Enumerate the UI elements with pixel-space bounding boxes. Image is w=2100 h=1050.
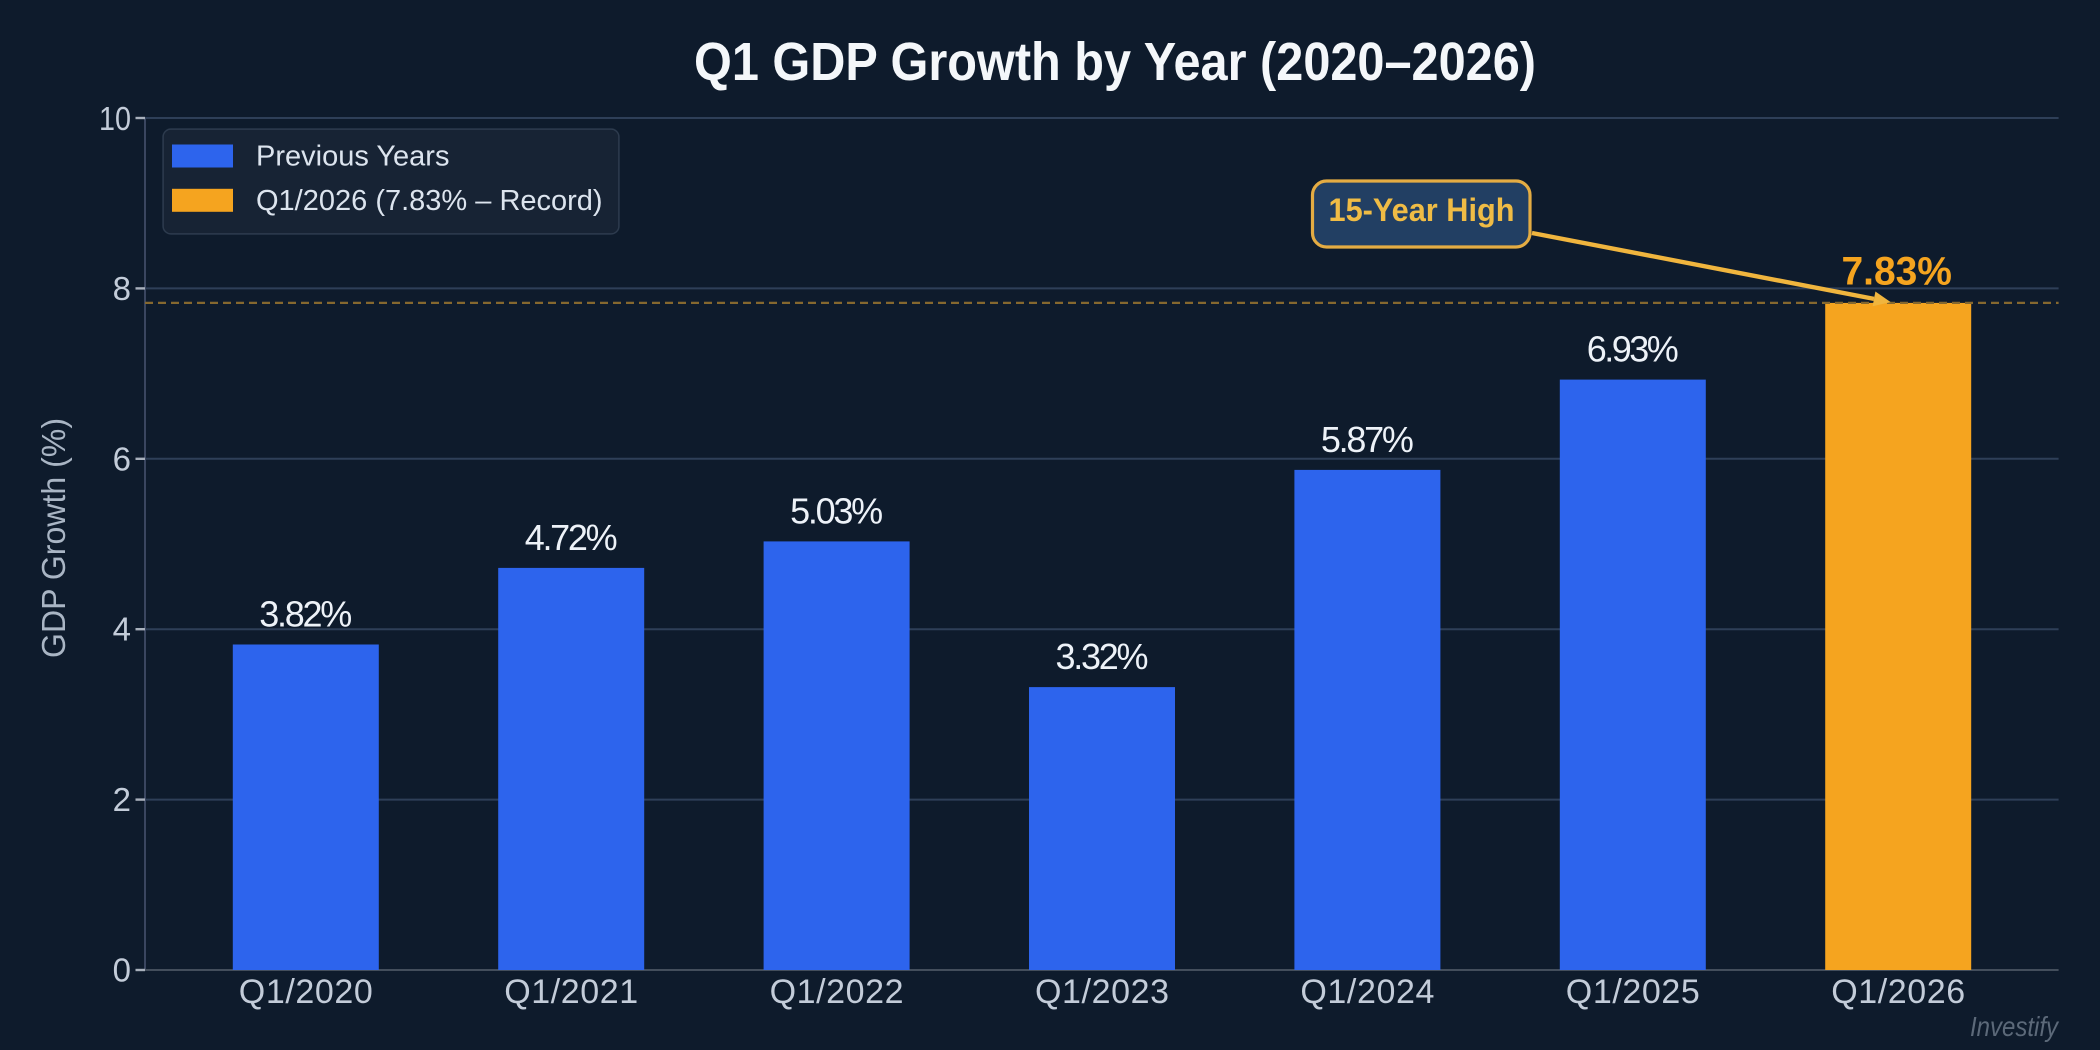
- svg-text:6.93%: 6.93%: [1587, 329, 1679, 370]
- svg-text:Q1/2020: Q1/2020: [239, 973, 373, 1011]
- svg-text:4.72%: 4.72%: [525, 517, 618, 558]
- svg-text:Q1/2022: Q1/2022: [770, 973, 904, 1011]
- svg-text:10: 10: [99, 100, 131, 137]
- svg-text:3.32%: 3.32%: [1056, 636, 1149, 677]
- svg-text:Q1/2026 (7.83% – Record): Q1/2026 (7.83% – Record): [256, 185, 603, 217]
- svg-text:Q1/2024: Q1/2024: [1300, 973, 1434, 1011]
- svg-text:7.83%: 7.83%: [1841, 250, 1952, 294]
- svg-text:3.82%: 3.82%: [259, 593, 352, 634]
- svg-text:Q1/2025: Q1/2025: [1566, 973, 1700, 1011]
- svg-text:Q1 GDP Growth by Year (2020–20: Q1 GDP Growth by Year (2020–2026): [694, 32, 1536, 92]
- svg-text:GDP Growth (%): GDP Growth (%): [35, 418, 72, 658]
- svg-text:Q1/2023: Q1/2023: [1035, 973, 1169, 1011]
- svg-text:6: 6: [113, 440, 131, 477]
- svg-text:5.87%: 5.87%: [1321, 419, 1414, 460]
- svg-text:8: 8: [113, 270, 131, 307]
- svg-text:Previous Years: Previous Years: [256, 141, 449, 173]
- svg-text:4: 4: [113, 611, 131, 648]
- svg-text:15-Year High: 15-Year High: [1329, 192, 1515, 228]
- svg-text:2: 2: [113, 781, 131, 818]
- svg-text:5.03%: 5.03%: [790, 490, 883, 531]
- svg-text:Investify: Investify: [1970, 1011, 2060, 1042]
- svg-text:Q1/2026: Q1/2026: [1831, 973, 1965, 1011]
- svg-text:Q1/2021: Q1/2021: [504, 973, 638, 1011]
- svg-text:0: 0: [113, 952, 131, 989]
